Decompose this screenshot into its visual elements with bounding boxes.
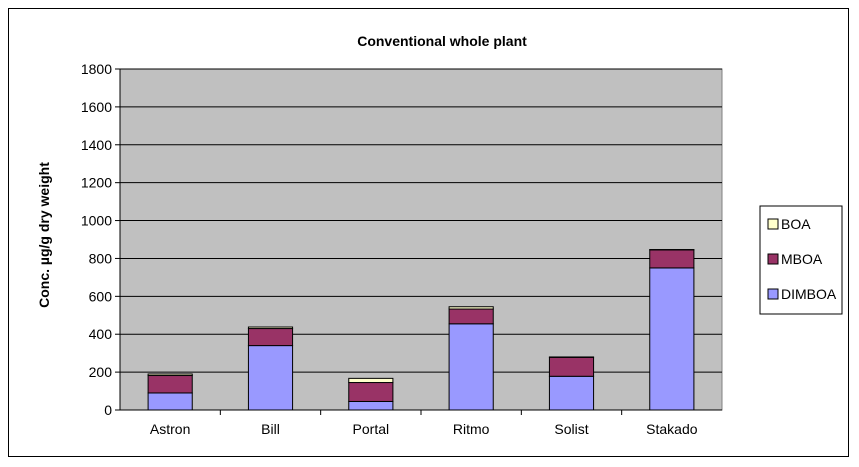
legend-swatch-dimboa: [767, 288, 779, 300]
y-tick-label: 0: [104, 402, 112, 418]
bar-dimboa-portal: [348, 400, 394, 411]
legend-swatch-boa: [767, 218, 779, 230]
bar-dimboa-solist: [548, 375, 595, 411]
legend-label-boa: BOA: [781, 216, 811, 232]
y-tick-label: 1600: [81, 99, 112, 115]
y-axis-label: Conc. µg/g dry weight: [36, 162, 52, 308]
bar-mboa-stakado: [649, 249, 695, 269]
bar-dimboa-bill: [247, 345, 294, 411]
bar-boa-astron: [147, 373, 193, 377]
x-tick-label: Stakado: [646, 421, 698, 437]
y-tick-label: 600: [89, 288, 113, 304]
bar-mboa-solist: [548, 356, 595, 377]
bar-mboa-portal: [348, 382, 394, 402]
y-tick-label: 200: [89, 364, 113, 380]
y-tick-label: 1400: [81, 137, 112, 153]
bar-mboa-bill: [247, 328, 294, 347]
bar-dimboa-ritmo: [448, 323, 494, 411]
chart-title: Conventional whole plant: [357, 33, 527, 49]
x-tick-label: Portal: [353, 421, 390, 437]
x-tick-label: Astron: [150, 421, 190, 437]
bar-boa-portal: [348, 377, 394, 384]
y-tick-label: 1800: [81, 61, 112, 77]
bar-dimboa-stakado: [649, 267, 695, 411]
legend-swatch-mboa: [767, 253, 779, 265]
plot-area: [119, 68, 723, 411]
y-tick-label: 1000: [81, 213, 112, 229]
x-tick-label: Ritmo: [453, 421, 490, 437]
y-tick-label: 400: [89, 326, 113, 342]
bar-mboa-astron: [147, 375, 193, 394]
y-tick-label: 800: [89, 250, 113, 266]
bar-boa-bill: [247, 326, 294, 330]
x-tick-label: Solist: [554, 421, 588, 437]
legend: BOA MBOA DIMBOA: [759, 205, 843, 315]
legend-label-dimboa: DIMBOA: [781, 286, 837, 302]
x-tick-label: Bill: [261, 421, 280, 437]
y-tick-label: 1200: [81, 175, 112, 191]
legend-label-mboa: MBOA: [781, 251, 823, 267]
bar-boa-ritmo: [448, 306, 494, 310]
bar-mboa-ritmo: [448, 308, 494, 325]
bar-dimboa-astron: [147, 392, 193, 411]
